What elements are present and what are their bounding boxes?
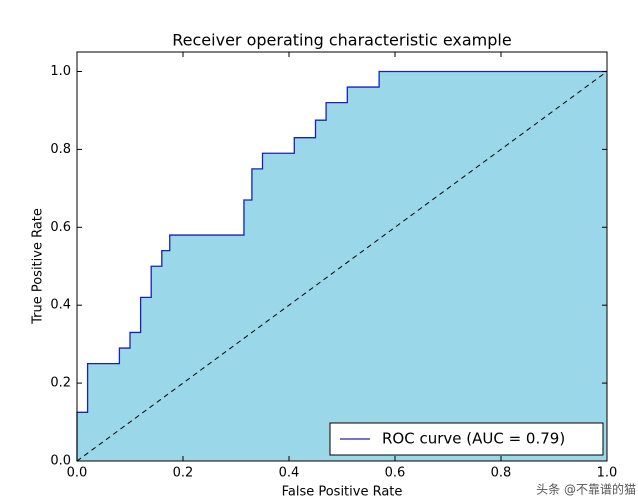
chart-title: Receiver operating characteristic exampl… [172,31,511,50]
reference-line [76,71,608,462]
x-tick-label: 0.2 [173,466,194,481]
x-tick-label: 1.0 [597,466,618,481]
line [76,70,607,461]
y-tick-label: 0.6 [50,220,71,235]
legend-box [329,422,604,456]
x-tick-label: 0.0 [67,466,88,481]
y-tick-label: 0.0 [50,454,71,469]
y-axis-label: True Positive Rate [31,208,46,325]
y-tick-label: 0.4 [50,298,71,313]
x-tick-label: 0.4 [279,466,300,481]
watermark: 头条 @不靠谱的猫 [536,482,636,497]
x-tick-label: 0.6 [385,466,406,481]
y-tick-label: 1.0 [50,64,71,79]
y-tick-label: 0.2 [50,376,71,391]
x-tick-label: 0.8 [491,466,512,481]
y-tick-label: 0.8 [50,142,71,157]
plot-frame [76,51,608,462]
legend-label: ROC curve (AUC = 0.79) [382,430,565,448]
x-axis-label: False Positive Rate [282,485,403,500]
